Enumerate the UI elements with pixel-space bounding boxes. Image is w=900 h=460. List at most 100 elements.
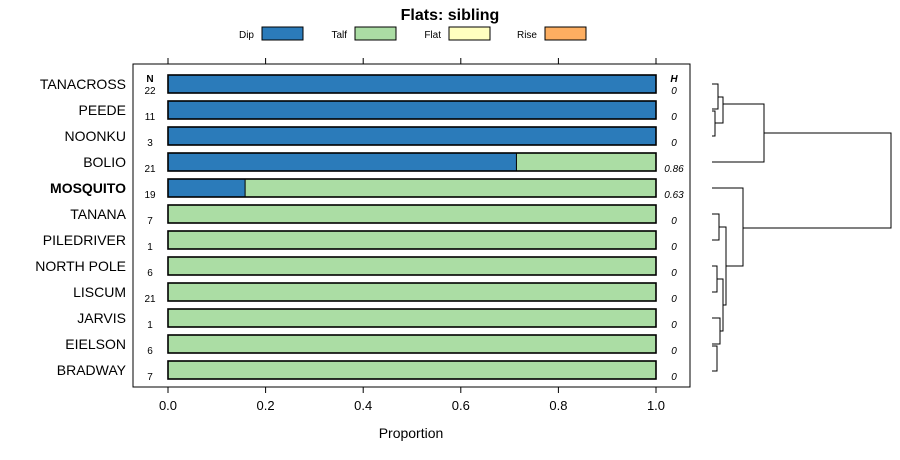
dendrogram-branch [712,317,721,345]
bar-outline [167,282,657,302]
category-label: TANACROSS [40,76,126,92]
h-value: 0 [671,86,677,97]
bar-segment-talf [168,257,656,275]
bar-outline [167,360,657,380]
n-value: 6 [147,268,153,279]
bar-row: NORTH POLE 6 0 [35,256,677,279]
x-tick-label: 1.0 [647,398,665,413]
h-value: 0 [671,138,677,149]
bar-row: EIELSON 6 0 [65,334,677,357]
legend-label-rise: Rise [517,30,537,41]
bar-outline [167,152,657,172]
bar-row: PEEDE 11 0 [79,100,677,123]
x-axis-label: Proportion [379,425,444,441]
dendrogram-branch [712,110,716,137]
x-tick-label: 0.2 [257,398,275,413]
bar-outline [167,308,657,328]
plot-frame [132,63,691,388]
n-value: 21 [144,294,156,305]
x-tick-label: 0.4 [354,398,372,413]
bar-segment-talf [168,231,656,249]
category-label: BOLIO [83,154,126,170]
n-column-header: N [146,74,153,85]
dendrogram-branch [712,345,718,372]
bar-outline [167,334,657,354]
bar-segment-talf [168,361,656,379]
n-value: 21 [144,164,156,175]
n-value: 6 [147,346,153,357]
h-value: 0 [671,294,677,305]
bar-segment-talf [516,153,656,171]
bar-segment-talf [168,205,656,223]
bar-outline [167,178,657,198]
n-value: 3 [147,138,153,149]
bar-outline [167,126,657,146]
category-label: NOONKU [65,128,126,144]
category-label: EIELSON [65,336,126,352]
bar-outline [167,256,657,276]
legend-label-talf: Talf [331,30,347,41]
dendrogram-branch [712,213,720,241]
n-value: 7 [147,216,153,227]
bar-outline [167,230,657,250]
legend-label-dip: Dip [239,30,254,41]
category-label: LISCUM [73,284,126,300]
category-label: TANANA [70,206,126,222]
h-value: 0.63 [664,190,684,201]
dendrogram-branch [715,96,724,124]
legend-swatch-talf [354,26,397,41]
n-value: 22 [144,86,156,97]
dendrogram-branch [712,103,765,163]
bar-row: LISCUM 21 0 [73,282,677,305]
bar-segment-dip [168,75,656,93]
h-value: 0 [671,112,677,123]
category-label: MOSQUITO [50,180,126,196]
legend-swatch-rise [544,26,587,41]
bar-segment-dip [168,101,656,119]
chart-title: Flats: sibling [401,7,500,24]
h-value: 0 [671,216,677,227]
bar-segment-talf [168,335,656,353]
n-value: 11 [145,112,156,123]
bar-rows: TANACROSS 22 0 PEEDE 11 0 NOONKU 3 0 BOLIO 21 0.86 M… [35,74,684,383]
dendrogram-branch [712,187,744,267]
legend: Dip Talf Flat Rise [239,26,587,41]
x-axis: 0.0 0.2 0.4 0.6 0.8 1.0 [159,58,665,413]
x-tick-label: 0.6 [452,398,470,413]
bar-row: MOSQUITO 19 0.63 [50,178,684,201]
n-value: 1 [147,242,153,253]
x-tick-label: 0.0 [159,398,177,413]
bar-outline [167,74,657,94]
bar-segment-dip [168,179,246,197]
bar-row: TANANA 7 0 [70,204,677,227]
h-value: 0 [671,372,677,383]
legend-swatch-flat [448,26,491,41]
bar-outline [167,100,657,120]
legend-swatch-dip [261,26,304,41]
bar-segment-talf [168,283,656,301]
h-column-header: H [670,74,678,85]
bar-row: TANACROSS 22 0 [40,74,677,97]
bar-row: JARVIS 1 0 [77,308,677,331]
h-value: 0 [671,268,677,279]
legend-label-flat: Flat [424,30,441,41]
x-tick-label: 0.8 [549,398,567,413]
n-value: 19 [144,190,156,201]
n-value: 7 [147,372,153,383]
category-label: PILEDRIVER [43,232,126,248]
bar-row: NOONKU 3 0 [65,126,677,149]
bar-row: PILEDRIVER 1 0 [43,230,677,253]
h-value: 0.86 [664,164,684,175]
bar-outline [167,204,657,224]
category-label: BRADWAY [57,362,127,378]
bar-segment-dip [168,127,656,145]
bar-segment-dip [168,153,517,171]
category-label: NORTH POLE [35,258,126,274]
bar-row: BOLIO 21 0.86 [83,152,684,175]
h-value: 0 [671,346,677,357]
h-value: 0 [671,242,677,253]
bar-row: BRADWAY 7 0 [57,360,677,383]
bar-segment-talf [245,179,656,197]
category-label: PEEDE [79,102,126,118]
